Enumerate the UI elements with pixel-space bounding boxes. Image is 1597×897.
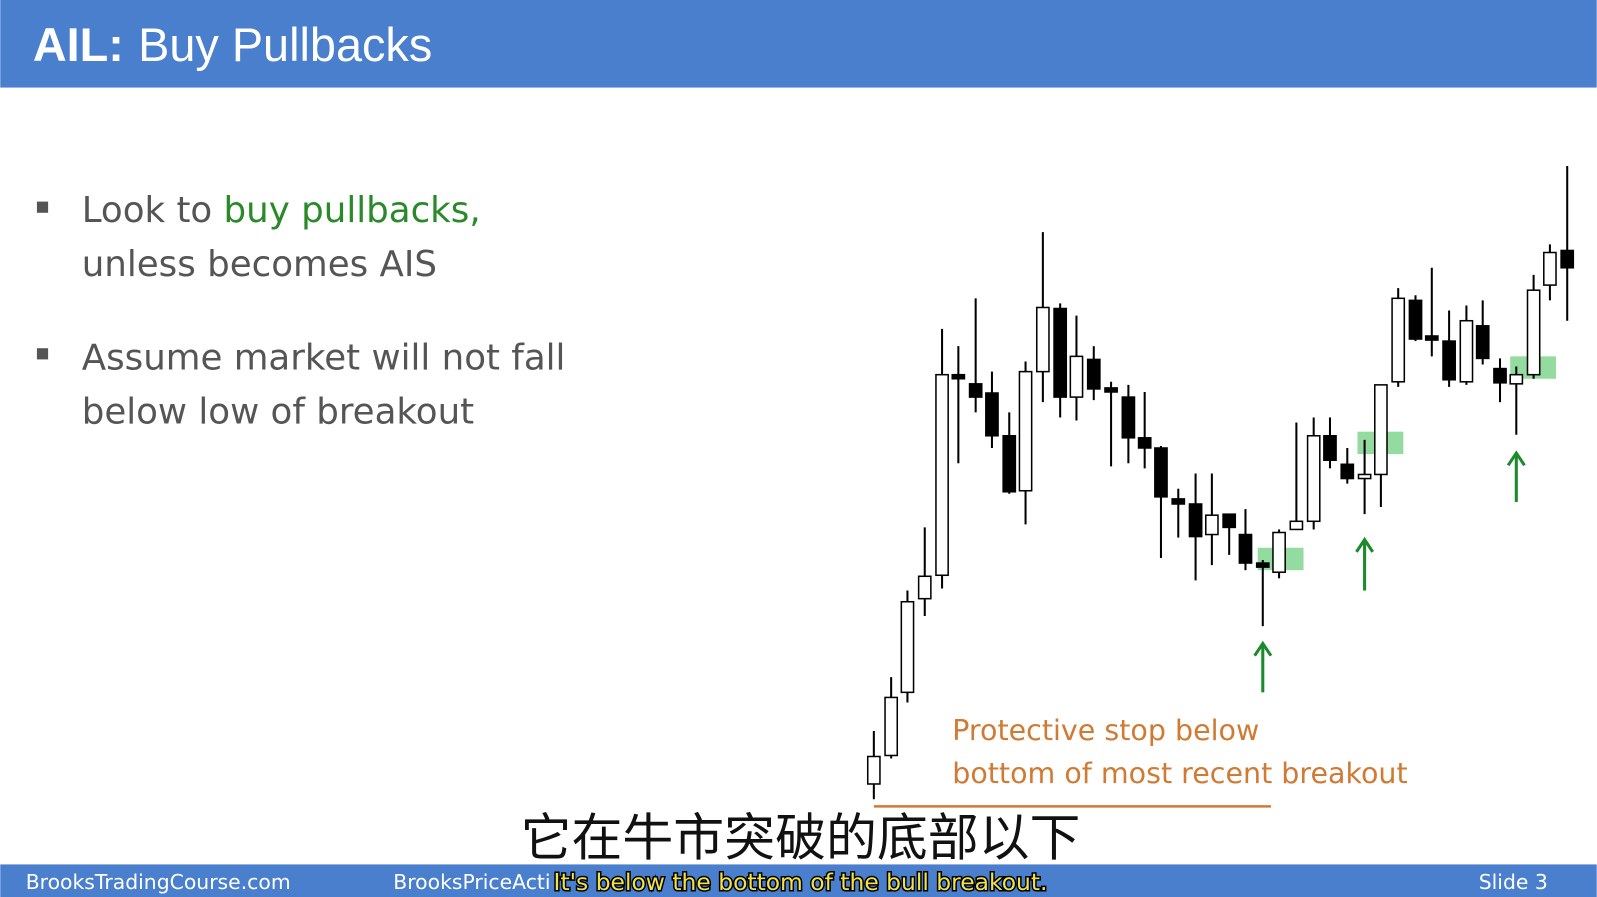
candle-body (1035, 306, 1050, 373)
candle-body (1475, 325, 1490, 360)
candle-body (1272, 531, 1286, 573)
candle-body (866, 755, 881, 785)
footer-slide: Slide 3 (1479, 870, 1548, 894)
bullet-text: Look to buy pullbacks, (82, 190, 481, 231)
header-bar (0, 0, 1597, 88)
bullet-text: unless becomes AIS (82, 244, 437, 285)
candle-body (951, 373, 966, 380)
arrow-head (1253, 640, 1273, 657)
candle-body (1340, 463, 1355, 480)
candle-body (884, 696, 899, 757)
candle-body (1543, 251, 1557, 286)
arrow-head (1355, 536, 1375, 553)
bullet-text: Assume market will not fall (82, 338, 566, 379)
candle-body (1238, 533, 1253, 564)
candle-body (1526, 289, 1541, 376)
candle-body (900, 600, 915, 694)
candle-body (1086, 358, 1101, 390)
bullet-lead: Look to (82, 190, 224, 231)
candle-body (1188, 503, 1203, 538)
candlestick-illustration (866, 165, 1575, 800)
candle-body (1408, 299, 1423, 340)
subtitle-chinese: 它在牛市突破的底部以下 (521, 809, 1081, 868)
candle-body (1459, 319, 1474, 383)
bullet-text: below low of breakout (82, 392, 474, 433)
candle-body (1442, 340, 1456, 381)
candle-body (1493, 367, 1507, 384)
candle-body (1560, 249, 1575, 269)
candle-body (1154, 447, 1168, 498)
footer-left: BrooksTradingCourse.com (26, 870, 291, 894)
candle-body (1205, 514, 1219, 536)
candle-body (1424, 335, 1439, 341)
candle-body (1222, 513, 1237, 529)
candle-body (1171, 498, 1186, 505)
candle-body (1002, 435, 1017, 493)
candle-body (1255, 562, 1270, 568)
candle-body (968, 383, 983, 398)
annotation: bottom of most recent breakout (952, 757, 1407, 790)
candle-body (1509, 373, 1524, 385)
footer-middle: BrooksPriceActi (393, 870, 550, 894)
candle-body (917, 575, 932, 600)
bullet-square (36, 201, 49, 213)
annotation: Protective stop below (952, 714, 1259, 747)
candle-body (1018, 370, 1033, 492)
bullet-highlight: buy pullbacks, (224, 190, 481, 231)
bullet-square (36, 348, 49, 360)
subtitle-english: It's below the bottom of the bull breako… (554, 868, 1048, 896)
candle-body (1104, 387, 1118, 393)
candle-body (1137, 437, 1152, 449)
candle-body (1069, 355, 1084, 398)
candle-body (1289, 520, 1304, 531)
candle-body (1357, 473, 1372, 480)
candle-body (1053, 307, 1068, 398)
title: AIL: Buy Pullbacks (33, 19, 432, 71)
candle-body (985, 392, 999, 437)
candle-body (1121, 396, 1136, 439)
arrow-head (1506, 450, 1526, 467)
title-bold: AIL: (33, 19, 124, 71)
candle-body (935, 373, 949, 577)
title-rest: Buy Pullbacks (138, 19, 432, 71)
candle-body (1306, 435, 1321, 523)
candle-body (1374, 384, 1388, 476)
candle-body (1391, 297, 1406, 383)
candle-body (1323, 435, 1337, 461)
footer-bar (0, 864, 1597, 897)
